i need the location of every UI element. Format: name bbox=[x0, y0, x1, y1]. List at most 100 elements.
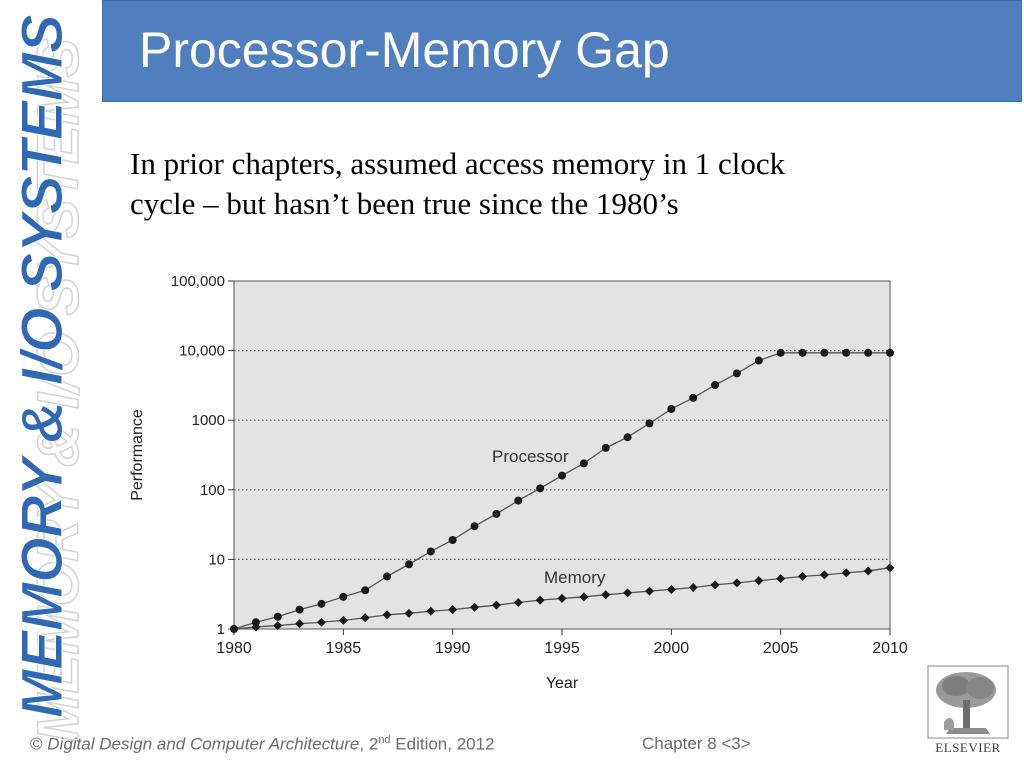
point-memory bbox=[251, 622, 261, 632]
point-memory bbox=[819, 570, 829, 580]
elsevier-logo: ELSEVIER bbox=[926, 664, 1010, 758]
point-processor bbox=[295, 605, 304, 614]
series-group bbox=[229, 348, 895, 634]
series-label-memory: Memory bbox=[544, 568, 606, 587]
book-title: Digital Design and Computer Architecture bbox=[47, 734, 360, 754]
y-tick-label: 1000 bbox=[192, 412, 225, 429]
x-tick-label: 2005 bbox=[763, 640, 799, 657]
y-tick-label: 10 bbox=[208, 551, 225, 568]
title-bar: Processor-Memory Gap bbox=[102, 0, 1022, 102]
y-tick-label: 10,000 bbox=[179, 343, 225, 360]
copyright-symbol: © bbox=[30, 734, 43, 754]
y-axis-label: Performance bbox=[129, 409, 146, 501]
performance-chart: 1 10 100 1000 10,000 100,000 1980 1985 1990 1995… bbox=[129, 273, 908, 692]
point-processor bbox=[798, 348, 807, 357]
elsevier-tree-icon bbox=[927, 665, 1009, 739]
point-processor bbox=[689, 393, 698, 402]
plot-area bbox=[233, 280, 891, 630]
point-processor bbox=[404, 560, 413, 569]
point-memory bbox=[885, 563, 895, 573]
point-memory bbox=[338, 615, 348, 625]
x-tick-label: 1980 bbox=[216, 640, 252, 657]
point-memory bbox=[404, 608, 414, 618]
x-tick-label: 1990 bbox=[435, 640, 471, 657]
x-tick-label: 1995 bbox=[544, 640, 580, 657]
point-memory bbox=[623, 588, 633, 598]
point-memory bbox=[579, 592, 589, 602]
x-tick-label: 2000 bbox=[654, 640, 690, 657]
point-memory bbox=[229, 624, 239, 634]
x-tick-label: 1985 bbox=[326, 640, 362, 657]
chapter-label: Chapter 8 <3> bbox=[642, 734, 751, 753]
point-memory bbox=[382, 610, 392, 620]
point-processor bbox=[667, 404, 676, 413]
footer-copyright: © Digital Design and Computer Architectu… bbox=[30, 734, 495, 755]
sidebar-title-shadow: MEMORY & I/O SYSTEMS bbox=[26, 38, 91, 742]
point-processor bbox=[886, 348, 894, 357]
edition-year: Edition, 2012 bbox=[390, 734, 495, 754]
edition-superscript: nd bbox=[378, 734, 391, 746]
x-axis-label: Year bbox=[546, 675, 579, 692]
point-processor bbox=[754, 356, 763, 365]
body-line-1: In prior chapters, assumed access memory… bbox=[130, 146, 786, 181]
sidebar-title-graphic: MEMORY & I/O SYSTEMS MEMORY & I/O SYSTEM… bbox=[10, 14, 92, 743]
point-processor bbox=[558, 471, 566, 480]
point-memory bbox=[360, 613, 370, 623]
point-memory bbox=[688, 582, 698, 592]
point-memory bbox=[426, 606, 436, 616]
point-memory bbox=[491, 600, 501, 610]
point-processor bbox=[864, 348, 873, 357]
point-processor bbox=[842, 348, 851, 357]
point-memory bbox=[841, 568, 851, 578]
body-line-2: cycle – but hasn’t been true since the 1… bbox=[130, 186, 679, 221]
y-tick-label: 1 bbox=[217, 621, 225, 638]
point-memory bbox=[863, 566, 873, 576]
y-axis-ticks: 1 10 100 1000 10,000 100,000 bbox=[171, 273, 234, 638]
point-processor bbox=[536, 484, 545, 493]
point-processor bbox=[339, 592, 348, 601]
point-memory bbox=[448, 605, 458, 615]
elsevier-wordmark: ELSEVIER bbox=[935, 740, 1001, 755]
point-memory bbox=[776, 574, 786, 584]
point-memory bbox=[666, 584, 676, 594]
point-processor bbox=[579, 459, 588, 468]
point-processor bbox=[601, 443, 610, 452]
point-processor bbox=[317, 599, 326, 608]
point-memory bbox=[470, 602, 480, 612]
point-memory bbox=[557, 593, 567, 603]
point-memory bbox=[295, 619, 305, 629]
point-memory bbox=[710, 580, 720, 590]
point-processor bbox=[470, 522, 479, 531]
point-memory bbox=[601, 590, 611, 600]
point-processor bbox=[448, 535, 457, 544]
point-memory bbox=[513, 598, 523, 608]
point-processor bbox=[492, 509, 501, 518]
point-processor bbox=[732, 369, 741, 378]
sidebar: MEMORY & I/O SYSTEMS MEMORY & I/O SYSTEM… bbox=[0, 0, 100, 768]
point-processor bbox=[514, 496, 523, 505]
point-processor bbox=[273, 612, 282, 621]
point-processor bbox=[776, 348, 785, 357]
body-text: In prior chapters, assumed access memory… bbox=[130, 144, 950, 224]
sidebar-title: MEMORY & I/O SYSTEMS bbox=[10, 14, 75, 718]
point-processor bbox=[820, 348, 829, 357]
x-tick-label: 2010 bbox=[872, 640, 908, 657]
point-processor bbox=[426, 547, 435, 556]
point-processor bbox=[251, 618, 260, 627]
point-processor bbox=[361, 586, 370, 595]
point-memory bbox=[732, 578, 742, 588]
point-memory bbox=[754, 576, 764, 586]
point-memory bbox=[644, 586, 654, 596]
y-tick-label: 100 bbox=[200, 482, 225, 499]
page-title: Processor-Memory Gap bbox=[139, 22, 670, 78]
edition-number: , 2 bbox=[359, 734, 379, 754]
point-processor bbox=[383, 572, 392, 581]
point-memory bbox=[798, 571, 808, 581]
y-tick-label: 100,000 bbox=[171, 273, 225, 290]
point-processor bbox=[623, 433, 632, 442]
grid-lines bbox=[234, 349, 890, 560]
x-axis-ticks: 1980 1985 1990 1995 2000 2005 2010 bbox=[216, 629, 908, 657]
point-memory bbox=[316, 617, 326, 627]
point-memory bbox=[535, 595, 545, 605]
point-memory bbox=[273, 621, 283, 631]
